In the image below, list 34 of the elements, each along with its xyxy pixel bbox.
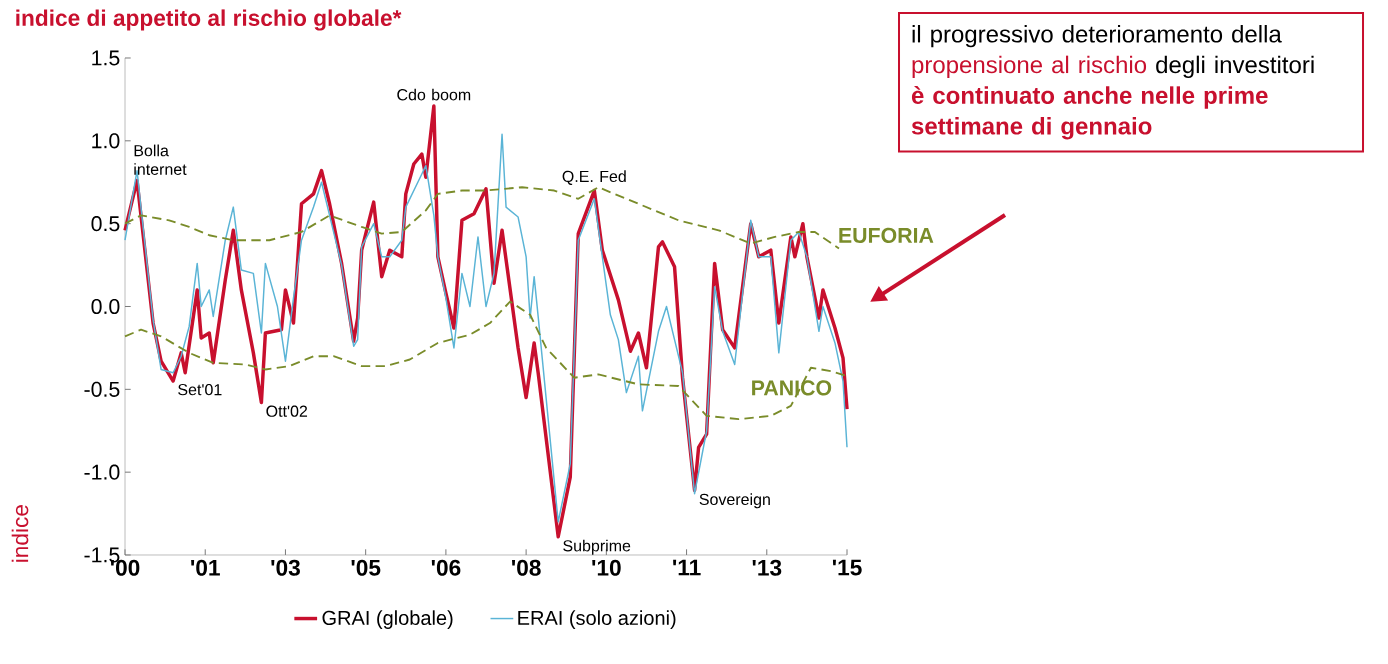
x-tick-label: '06 [431,559,461,576]
y-tick-label: 1.0 [92,133,120,149]
annotation: Cdo boom [397,88,471,101]
x-tick-label: '05 [351,559,381,576]
line-series [124,300,848,421]
x-tick-label: '13 [752,559,782,576]
text: il progressivo deterioramento della [912,24,1282,48]
x-tick-label: '01 [191,559,220,576]
y-tick-label: 0.0 [91,298,120,315]
legend-label: ERAI (solo azioni) [518,610,676,629]
annotation: Bolla internet [134,144,187,175]
text: è continuato anche nelle prime settimane di gennaio [911,86,1268,140]
x-tick-label: '11 [673,559,701,576]
legend-label: GRAI (globale) [322,610,453,629]
y-tick-label: 0.5 [91,216,120,232]
annotation: Ott'02 [266,405,308,417]
line-series [124,186,840,250]
text: degli investitori [1156,55,1314,79]
chart-title: indice di appetito al rischio globale* [16,9,402,31]
x-tick-label: '10 [592,559,621,576]
y-tick-label: -1.0 [84,464,120,480]
annotation: Subprime [563,539,631,555]
y-tick-label: -0.5 [84,381,120,397]
text: propensione al rischio [912,55,1147,79]
x-tick-label: '08 [512,559,541,576]
annotation: Set'01 [178,383,222,396]
x-tick-label: '03 [271,559,300,576]
y-axis-title: indice [11,505,29,562]
series-label: EUFORIA [839,227,934,243]
y-tick-label: 1.5 [92,50,120,66]
annotation: Q.E. Fed [562,170,626,185]
annotation: Sovereign [699,493,770,509]
x-tick-label: '15 [832,559,862,576]
series-label: PANICO [752,380,832,396]
